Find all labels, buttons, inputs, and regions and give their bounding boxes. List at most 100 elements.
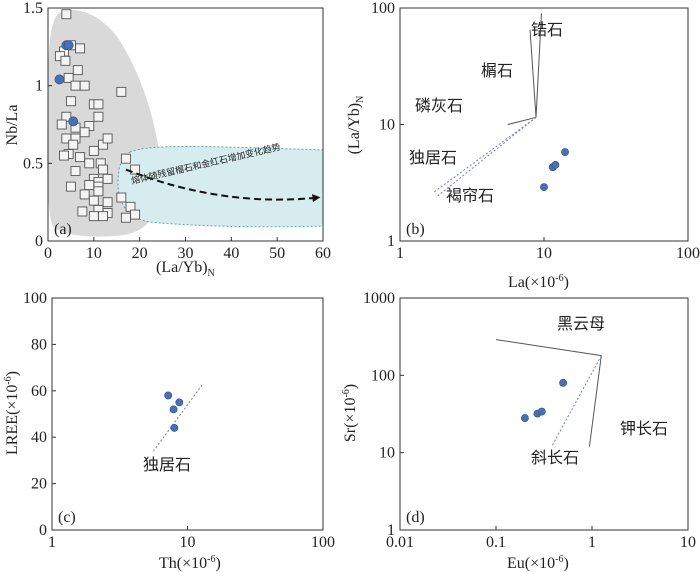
data-point-square — [65, 96, 76, 107]
data-point-square — [75, 43, 86, 54]
panel-a-ylabel: Nb/La — [4, 105, 21, 146]
data-point-square — [79, 127, 90, 138]
y-tick-label: 1000 — [363, 290, 395, 307]
panel-d-frame — [399, 297, 689, 531]
panel-a-label: (a) — [54, 221, 72, 238]
vector-label-monazite: 独居石 — [409, 148, 457, 167]
data-point-square — [61, 9, 72, 20]
x-tick-label: 100 — [311, 534, 335, 551]
y-tick-label: 0 — [35, 233, 43, 250]
vector-label-allanite: 褐帘石 — [446, 186, 494, 205]
data-point-circle — [561, 148, 569, 156]
vector-label-monazite-c: 独居石 — [143, 455, 191, 474]
y-tick-label: 1 — [387, 522, 395, 539]
trend-arrow — [125, 168, 321, 203]
data-point-square — [120, 212, 131, 223]
x-tick-label: 1 — [396, 245, 404, 262]
panel-d: 0.01 0.1 1 10 1 10 100 1000 黑云母 钾长石 斜长石 (d) Eu(… — [341, 290, 696, 572]
data-point-square — [120, 153, 131, 164]
x-tick-label: 0.1 — [486, 534, 506, 551]
data-point-square — [93, 99, 104, 110]
vector-line — [436, 117, 537, 198]
data-point-square — [68, 139, 79, 150]
data-point-square — [98, 211, 108, 222]
x-tick-label: 10 — [536, 245, 552, 262]
data-point-square — [84, 158, 95, 169]
vector-label-biotite: 黑云母 — [557, 314, 605, 333]
data-point-square — [65, 181, 76, 192]
panel-b-xlabel: La(×10-6) — [508, 273, 569, 291]
data-point-square — [88, 195, 99, 206]
data-point-square — [130, 209, 141, 220]
x-tick-label: 10 — [180, 534, 196, 551]
data-point-square — [102, 173, 113, 184]
panel-b-frame — [399, 7, 689, 242]
y-tick-label: 10 — [379, 117, 395, 134]
data-point-square — [116, 86, 127, 97]
data-point-square — [79, 189, 90, 200]
data-point-square — [88, 145, 99, 156]
panel-b-label: (b) — [406, 221, 425, 238]
data-point-square — [77, 206, 88, 217]
y-tick-label: 100 — [371, 367, 395, 384]
y-tick-label: 1 — [387, 233, 395, 250]
y-tick-label: 1.5 — [23, 0, 43, 17]
data-point-circle — [175, 398, 184, 407]
panel-c-label: (c) — [58, 509, 76, 526]
x-tick-label: 0.01 — [386, 534, 414, 551]
x-tick-label: 10 — [680, 534, 696, 551]
panel-d-ylabel: Sr(×10-6) — [341, 384, 359, 442]
data-point-circle — [540, 183, 548, 192]
panel-c: 1 10 100 0 20 40 60 80 100 独居石 (c) Th(×10-6) LRE… — [3, 290, 335, 572]
data-point-square — [84, 180, 95, 191]
data-point-square — [93, 111, 104, 122]
data-point-square — [70, 166, 81, 177]
data-point-circle — [63, 40, 74, 51]
panel-b: 1 10 100 1 10 100 锆石 榍石 磷灰石 独居石 褐帘石 (b) La(×1… — [346, 0, 700, 291]
y-tick-label: 80 — [31, 336, 47, 353]
x-tick-label: 10 — [86, 245, 102, 262]
data-point-square — [75, 152, 86, 163]
vector-line — [507, 116, 537, 125]
cyan-field — [117, 146, 324, 228]
panel-a-xlabel: (La/Yb)N — [156, 259, 215, 279]
data-point-circle — [54, 74, 65, 85]
vector-label-kfeldspar: 钾长石 — [620, 419, 668, 438]
data-point-square — [63, 72, 74, 83]
x-tick-label: 40 — [223, 245, 239, 262]
data-point-circle — [520, 414, 529, 422]
vector-line — [152, 383, 204, 452]
vector-line — [529, 29, 537, 118]
data-point-square — [102, 133, 113, 144]
vector-label-plagioclase: 斜长石 — [531, 448, 579, 467]
panel-c-xlabel: Th(×10-6) — [159, 554, 221, 572]
x-tick-label: 100 — [676, 245, 700, 262]
data-point-circle — [537, 407, 546, 416]
y-tick-label: 100 — [23, 290, 47, 307]
panel-d-xlabel: Eu(×10-6) — [507, 554, 569, 572]
vector-line — [588, 355, 602, 447]
vector-label-zircon: 锆石 — [531, 20, 563, 39]
data-point-square — [93, 186, 104, 197]
data-point-square — [59, 150, 69, 161]
data-point-square — [130, 164, 141, 175]
data-point-square — [56, 119, 67, 130]
data-point-circle — [164, 391, 173, 400]
vector-line — [535, 13, 542, 118]
data-point-circle — [169, 405, 178, 414]
vector-line — [551, 355, 602, 447]
data-point-square — [102, 197, 113, 208]
y-tick-label: 10 — [379, 445, 395, 462]
data-point-square — [88, 211, 99, 222]
vector-label-apatite: 磷灰石 — [415, 96, 463, 115]
panel-b-ylabel: (La/Yb)N — [346, 96, 366, 155]
data-point-square — [70, 80, 81, 91]
x-tick-label: 0 — [44, 245, 52, 262]
x-tick-label: 1 — [588, 534, 596, 551]
y-tick-label: 1 — [35, 78, 43, 95]
y-tick-label: 40 — [31, 429, 47, 446]
y-tick-label: 0 — [39, 522, 47, 539]
panel-c-frame — [51, 297, 324, 531]
